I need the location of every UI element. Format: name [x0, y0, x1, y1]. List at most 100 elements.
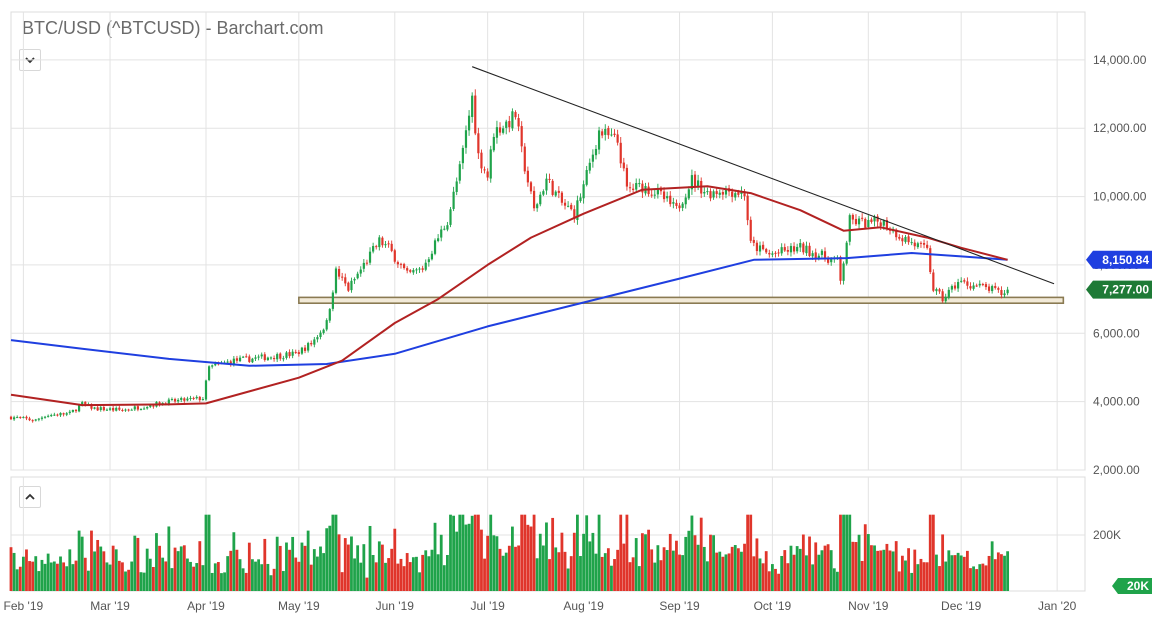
- candles-group: [9, 89, 1009, 423]
- volume-bar: [80, 536, 84, 591]
- volume-bar: [817, 554, 821, 591]
- candle-body: [916, 243, 919, 248]
- moving-average-red: [10, 185, 1008, 407]
- volume-bar: [913, 549, 917, 591]
- volume-bar: [247, 542, 251, 591]
- candle-body: [758, 245, 762, 252]
- candle-body: [40, 417, 44, 419]
- volume-last-tag-bg: [1112, 578, 1152, 594]
- x-tick-label: Jul '19: [470, 599, 505, 613]
- candle-body: [823, 251, 827, 259]
- candle-body: [461, 147, 464, 164]
- candle-body: [437, 238, 440, 242]
- volume-bar: [805, 555, 808, 591]
- volume-bar: [996, 552, 1000, 591]
- volume-bar: [418, 572, 421, 591]
- candle-body: [653, 194, 656, 196]
- candle-body: [424, 262, 427, 270]
- volume-bar: [371, 555, 375, 591]
- collapse-volume-pane-button[interactable]: [19, 486, 41, 508]
- volume-bar: [569, 556, 573, 591]
- volume-bar: [941, 534, 945, 591]
- volume-bar: [384, 562, 387, 591]
- candle-body: [895, 229, 898, 238]
- candle-body: [418, 268, 421, 270]
- candle-body: [489, 149, 492, 179]
- volume-bar: [665, 550, 669, 591]
- volume-bar: [641, 533, 644, 591]
- volume-bar: [83, 557, 87, 591]
- candle-body: [601, 131, 604, 136]
- candle-body: [372, 246, 375, 252]
- candle-body: [666, 196, 669, 199]
- volume-bar: [823, 545, 827, 591]
- volume-bar: [201, 565, 205, 591]
- volume-bar: [993, 559, 997, 591]
- volume-bar: [362, 544, 366, 591]
- candle-body: [539, 194, 542, 205]
- volume-bar: [377, 541, 381, 591]
- candle-body: [536, 204, 539, 209]
- x-tick-label: Apr '19: [187, 599, 225, 613]
- candle-body: [545, 178, 548, 191]
- candle-body: [65, 413, 68, 415]
- volume-bar: [591, 532, 595, 591]
- candle-body: [548, 178, 551, 181]
- volume-bar: [981, 563, 985, 591]
- candle-body: [136, 406, 139, 410]
- volume-bar: [195, 563, 199, 591]
- volume-bar: [693, 535, 697, 591]
- candle-body: [926, 244, 929, 248]
- candle-body: [229, 361, 232, 365]
- candle-body: [297, 352, 300, 355]
- volume-bar: [740, 551, 743, 591]
- volume-bar: [523, 514, 527, 591]
- volume-bar: [987, 555, 991, 591]
- volume-bar: [291, 536, 295, 591]
- volume-bar: [229, 550, 233, 591]
- candle-body: [616, 134, 619, 143]
- volume-bar: [560, 532, 564, 591]
- x-tick-label: Jan '20: [1038, 599, 1077, 613]
- candle-body: [294, 351, 297, 353]
- candle-body: [684, 197, 687, 205]
- volume-bar: [811, 564, 815, 591]
- candle-body: [1006, 289, 1009, 294]
- volume-bar: [59, 556, 62, 591]
- candle-body: [576, 200, 579, 220]
- candle-body: [263, 354, 266, 361]
- candle-body: [972, 285, 975, 289]
- candle-body: [99, 407, 102, 411]
- volume-bar: [832, 568, 836, 591]
- volume-bar: [312, 549, 316, 591]
- volume-bar: [495, 536, 499, 591]
- candle-body: [105, 409, 109, 411]
- volume-bar: [699, 517, 703, 591]
- volume-bar: [668, 533, 672, 591]
- candle-body: [396, 262, 399, 265]
- chart-title: BTC/USD (^BTCUSD) - Barchart.com: [22, 18, 324, 38]
- candle-body: [511, 111, 514, 129]
- volume-bar: [545, 522, 548, 591]
- candle-body: [269, 357, 273, 359]
- candle-body: [514, 112, 517, 118]
- volume-bar: [857, 534, 861, 591]
- volume-bar: [9, 547, 13, 591]
- volume-bar: [916, 564, 920, 591]
- candle-body: [588, 162, 591, 171]
- volume-bar: [950, 555, 954, 591]
- x-tick-label: May '19: [278, 599, 320, 613]
- volume-bar: [551, 517, 555, 591]
- candle-body: [498, 127, 502, 133]
- volume-bar: [393, 528, 397, 591]
- volume-bar: [631, 557, 635, 591]
- candle-body: [709, 191, 712, 199]
- candle-body: [90, 403, 93, 409]
- volume-bar: [390, 548, 394, 591]
- moving-average-blue: [10, 252, 1008, 367]
- candle-body: [464, 130, 468, 148]
- price-tick-label: 14,000.00: [1093, 53, 1147, 67]
- volume-bar: [145, 548, 149, 591]
- volume-bar: [792, 554, 796, 591]
